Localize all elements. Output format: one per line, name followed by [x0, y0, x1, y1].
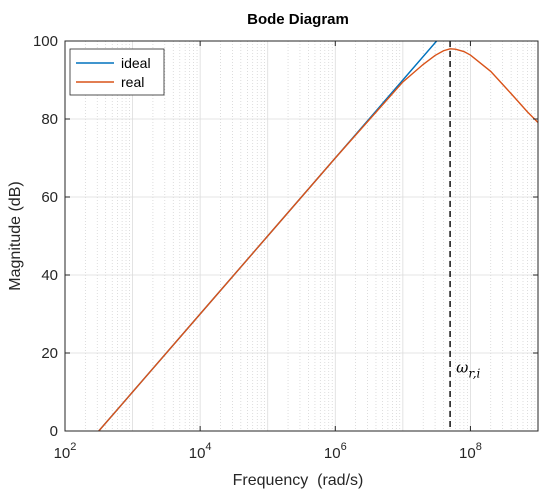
x-axis-label: Frequency (rad/s) [233, 472, 364, 489]
legend-label-ideal: ideal [121, 55, 151, 71]
series-line-real [98, 48, 538, 431]
plot-area [65, 41, 538, 431]
x-tick-label: 106 [324, 441, 347, 462]
tick-labels: 0 20 40 60 80 100 102 104 106 108 [33, 33, 482, 462]
marker-layer: ωr,i [449, 41, 481, 431]
y-tick-label: 80 [41, 111, 58, 128]
y-axis-label: Magnitude (dB) [7, 181, 24, 290]
axes-box [64, 40, 539, 432]
y-tick-label: 100 [33, 33, 58, 50]
x-tick-label: 104 [189, 441, 212, 462]
peak-annotation: ωr,i [456, 358, 480, 380]
x-tick-label: 102 [54, 441, 77, 462]
series-layer [98, 40, 538, 431]
y-tick-label: 0 [50, 423, 58, 440]
legend-label-real: real [121, 74, 144, 90]
y-tick-label: 40 [41, 267, 58, 284]
y-tick-label: 60 [41, 189, 58, 206]
y-tick-label: 20 [41, 345, 58, 362]
x-tick-label: 108 [459, 441, 482, 462]
legend: ideal real [69, 48, 165, 96]
legend-box [69, 48, 165, 96]
axes [64, 40, 539, 432]
chart-title: Bode Diagram [247, 11, 349, 28]
minor-grid [84, 41, 536, 431]
